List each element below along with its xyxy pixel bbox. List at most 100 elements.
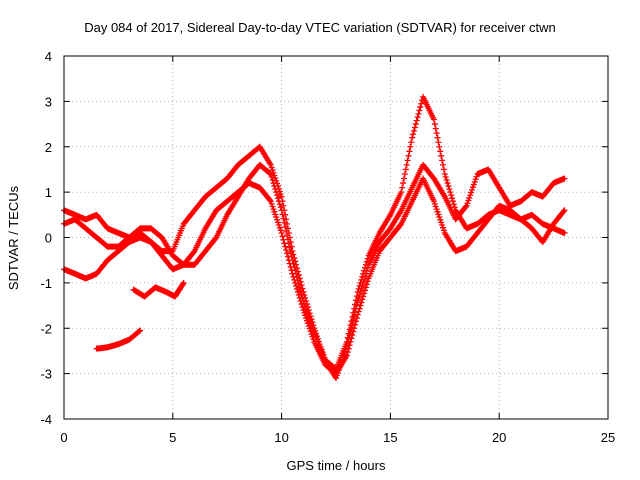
data-point	[355, 285, 362, 292]
series-trace-2	[61, 93, 568, 373]
data-point	[353, 293, 360, 300]
data-point	[351, 305, 358, 312]
data-point	[266, 197, 273, 204]
series-trace-5	[130, 279, 187, 300]
data-point	[344, 334, 351, 341]
data-point	[439, 161, 446, 168]
data-point	[363, 258, 370, 265]
data-point	[407, 143, 414, 150]
data-point	[411, 124, 418, 131]
data-point	[294, 285, 301, 292]
data-point	[446, 186, 453, 193]
data-point	[560, 208, 567, 215]
data-point	[409, 134, 416, 141]
data-point	[286, 244, 293, 251]
data-point	[212, 235, 219, 242]
data-point	[280, 236, 287, 243]
grid-layer	[64, 56, 608, 419]
data-point	[291, 276, 298, 283]
data-point	[451, 204, 458, 211]
data-point	[361, 267, 368, 274]
data-point	[292, 279, 299, 286]
data-point	[356, 291, 363, 298]
data-point	[402, 166, 409, 173]
data-point	[137, 327, 144, 334]
data-point	[353, 315, 360, 322]
x-tick-label: 5	[169, 430, 176, 445]
y-tick-label: -1	[40, 276, 52, 291]
data-point	[190, 249, 197, 256]
data-point	[352, 297, 359, 304]
series-trace-4	[93, 327, 144, 352]
series-trace-3	[61, 175, 568, 377]
data-point	[401, 175, 407, 182]
data-point	[298, 291, 305, 298]
data-point	[272, 186, 279, 193]
data-point	[436, 143, 443, 150]
data-point	[349, 332, 356, 339]
data-point	[278, 229, 285, 236]
data-point	[284, 253, 291, 260]
data-point	[561, 175, 568, 182]
x-axis-label: GPS time / hours	[287, 458, 386, 473]
data-point	[358, 276, 365, 283]
data-point	[352, 321, 359, 328]
data-point	[295, 291, 302, 298]
data-point	[430, 116, 437, 123]
data-point	[399, 184, 406, 191]
data-point	[282, 223, 289, 230]
chart-title: Day 084 of 2017, Sidereal Day-to-day VTE…	[84, 20, 556, 35]
data-point	[359, 273, 366, 280]
data-point	[357, 302, 364, 309]
data-point	[286, 260, 293, 267]
x-tick-label: 15	[383, 430, 397, 445]
data-point	[449, 198, 456, 205]
data-point	[406, 148, 413, 155]
data-point	[359, 296, 366, 303]
data-point	[401, 170, 408, 177]
data-point	[136, 328, 143, 335]
data-point	[281, 240, 288, 247]
x-tick-label: 10	[274, 430, 288, 445]
data-point	[404, 157, 411, 164]
x-tick-label: 25	[601, 430, 615, 445]
data-point	[283, 246, 290, 253]
data-point	[443, 177, 450, 184]
data-point	[179, 281, 186, 288]
data-point	[403, 161, 410, 168]
data-point	[348, 335, 355, 342]
data-point	[447, 189, 454, 196]
data-point	[439, 157, 446, 164]
data-point	[448, 192, 455, 199]
data-point	[445, 183, 452, 190]
data-point	[278, 207, 285, 214]
data-point	[442, 174, 449, 180]
data-point	[415, 110, 422, 117]
data-point	[274, 195, 281, 202]
data-point	[276, 201, 283, 208]
data-point	[355, 308, 362, 315]
data-point	[435, 139, 442, 146]
data-point	[440, 166, 447, 173]
data-point	[362, 261, 369, 268]
data-point	[405, 152, 412, 159]
data-point	[279, 233, 286, 240]
data-point	[269, 177, 276, 184]
data-point	[294, 288, 301, 295]
data-point	[267, 170, 274, 177]
data-point	[400, 180, 407, 187]
data-point	[356, 282, 363, 289]
data-point	[296, 295, 303, 301]
data-point	[284, 220, 291, 227]
data-point	[444, 180, 451, 187]
data-point	[352, 301, 359, 308]
data-point	[345, 330, 352, 337]
data-point	[357, 279, 364, 286]
data-point	[417, 104, 424, 111]
data-point	[449, 195, 456, 202]
data-point	[397, 222, 404, 229]
data-point	[282, 243, 289, 250]
data-point	[271, 183, 278, 190]
y-tick-label: 0	[45, 231, 52, 246]
data-point	[351, 325, 358, 332]
